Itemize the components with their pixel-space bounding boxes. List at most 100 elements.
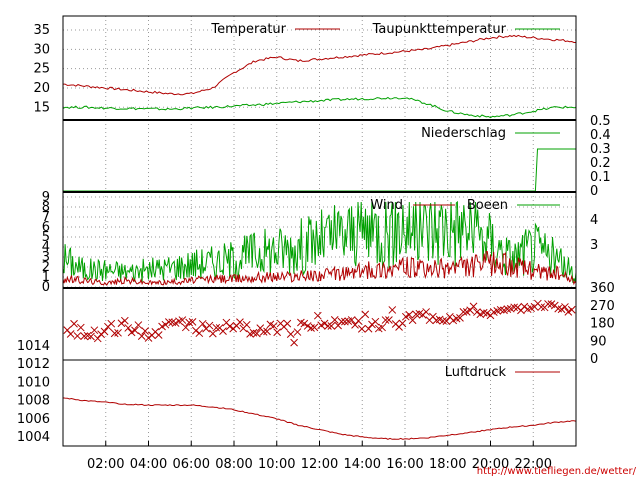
grid-lines [63, 16, 576, 446]
direction-point [110, 329, 119, 338]
direction-point [330, 316, 339, 324]
temp-ytick-35: 35 [33, 23, 50, 38]
direction-point [161, 320, 170, 329]
wind-ytick-left-2: 2 [42, 260, 50, 275]
direction-point [120, 316, 129, 325]
direction-point [337, 317, 346, 326]
direction-point [154, 331, 163, 339]
direction-point [290, 338, 298, 347]
rain-ytick-0.3: 0.3 [590, 142, 611, 157]
dir-ytick-180: 180 [590, 317, 615, 332]
xtick-16:00: 16:00 [386, 457, 423, 472]
direction-point [567, 305, 576, 314]
series-lines [62, 34, 577, 440]
rain-ytick-0.1: 0.1 [590, 170, 611, 185]
direction-point [300, 319, 309, 328]
series-line-Wind [62, 250, 577, 286]
dir-ytick-90: 90 [590, 334, 607, 349]
direction-point [87, 332, 95, 341]
pressure-ytick-1004: 1004 [17, 430, 50, 445]
wind-ytick-left-5: 5 [42, 230, 50, 245]
direction-point [385, 316, 393, 324]
direction-point [503, 305, 512, 314]
direction-point [66, 330, 75, 338]
pressure-ytick-1008: 1008 [17, 394, 50, 409]
direction-point [198, 319, 207, 328]
direction-point [310, 323, 319, 332]
direction-point [219, 327, 227, 335]
direction-point [439, 316, 447, 325]
xtick-08:00: 08:00 [215, 457, 252, 472]
direction-point [561, 303, 569, 311]
direction-point [520, 302, 529, 311]
direction-point [564, 308, 573, 316]
xtick-02:00: 02:00 [87, 457, 124, 472]
direction-point [496, 305, 505, 314]
temp-ytick-15: 15 [33, 100, 50, 115]
rain-ytick-0: 0 [590, 184, 598, 199]
direction-point [283, 319, 292, 328]
direction-point [114, 328, 122, 337]
series-line-Taupunkttemperatur [62, 96, 577, 119]
xtick-18:00: 18:00 [429, 457, 466, 472]
direction-point [537, 303, 546, 311]
xtick-22:00: 22:00 [515, 457, 552, 472]
wind-ytick-left-1: 1 [42, 270, 50, 285]
xtick-10:00: 10:00 [258, 457, 295, 472]
legend-label-niederschlag: Niederschlag [421, 126, 506, 141]
panel-frames [62, 15, 577, 447]
direction-point [236, 318, 244, 326]
temp-ytick-30: 30 [33, 42, 50, 57]
direction-point [469, 302, 478, 311]
source-url[interactable]: http://www.tiefliegen.de/wetter/ [477, 466, 637, 477]
direction-point [408, 316, 417, 325]
direction-point [341, 317, 349, 326]
xtick-12:00: 12:00 [301, 457, 338, 472]
rain-ytick-0.4: 0.4 [590, 128, 611, 143]
direction-point [181, 323, 190, 332]
legend-label-taupunkttemperatur: Taupunkttemperatur [372, 22, 507, 37]
direction-point [141, 327, 149, 335]
wind-ytick-left-4: 4 [42, 240, 50, 255]
direction-point [107, 319, 116, 328]
wind-ytick-left-9: 9 [42, 190, 50, 205]
direction-point [405, 310, 414, 319]
direction-point [320, 319, 329, 328]
rain-ytick-0.5: 0.5 [590, 114, 611, 129]
direction-point [479, 308, 488, 317]
direction-point [473, 308, 481, 316]
wind-ytick-right-3: 3 [590, 238, 598, 253]
direction-point [456, 314, 464, 322]
direction-point [361, 310, 370, 319]
direction-point [378, 323, 386, 332]
xtick-14:00: 14:00 [344, 457, 381, 472]
pressure-ytick-1006: 1006 [17, 412, 50, 427]
wind-ytick-left-6: 6 [42, 220, 50, 235]
legend-label-boeen: Boeen [467, 198, 508, 213]
direction-point [293, 328, 302, 336]
pressure-ytick-1010: 1010 [17, 375, 50, 390]
direction-point [354, 317, 363, 325]
direction-point [253, 329, 261, 338]
direction-point [134, 321, 143, 329]
direction-point [510, 303, 519, 312]
direction-point [205, 321, 214, 330]
direction-point [212, 323, 221, 332]
direction-point [303, 322, 312, 330]
direction-point [422, 308, 430, 316]
direction-point [192, 326, 200, 335]
direction-point [327, 322, 336, 330]
tick-labels: 152025303500.10.20.30.40.501234567893409… [17, 23, 615, 472]
direction-point [124, 324, 133, 332]
temp-ytick-25: 25 [33, 62, 50, 77]
pressure-ytick-1014: 1014 [17, 339, 50, 354]
direction-point [137, 332, 146, 341]
direction-point [164, 318, 173, 326]
direction-point [70, 319, 78, 328]
xtick-20:00: 20:00 [472, 457, 509, 472]
dir-ytick-0: 0 [590, 352, 598, 367]
xtick-06:00: 06:00 [173, 457, 210, 472]
direction-point [557, 305, 566, 314]
pressure-ytick-1012: 1012 [17, 357, 50, 372]
